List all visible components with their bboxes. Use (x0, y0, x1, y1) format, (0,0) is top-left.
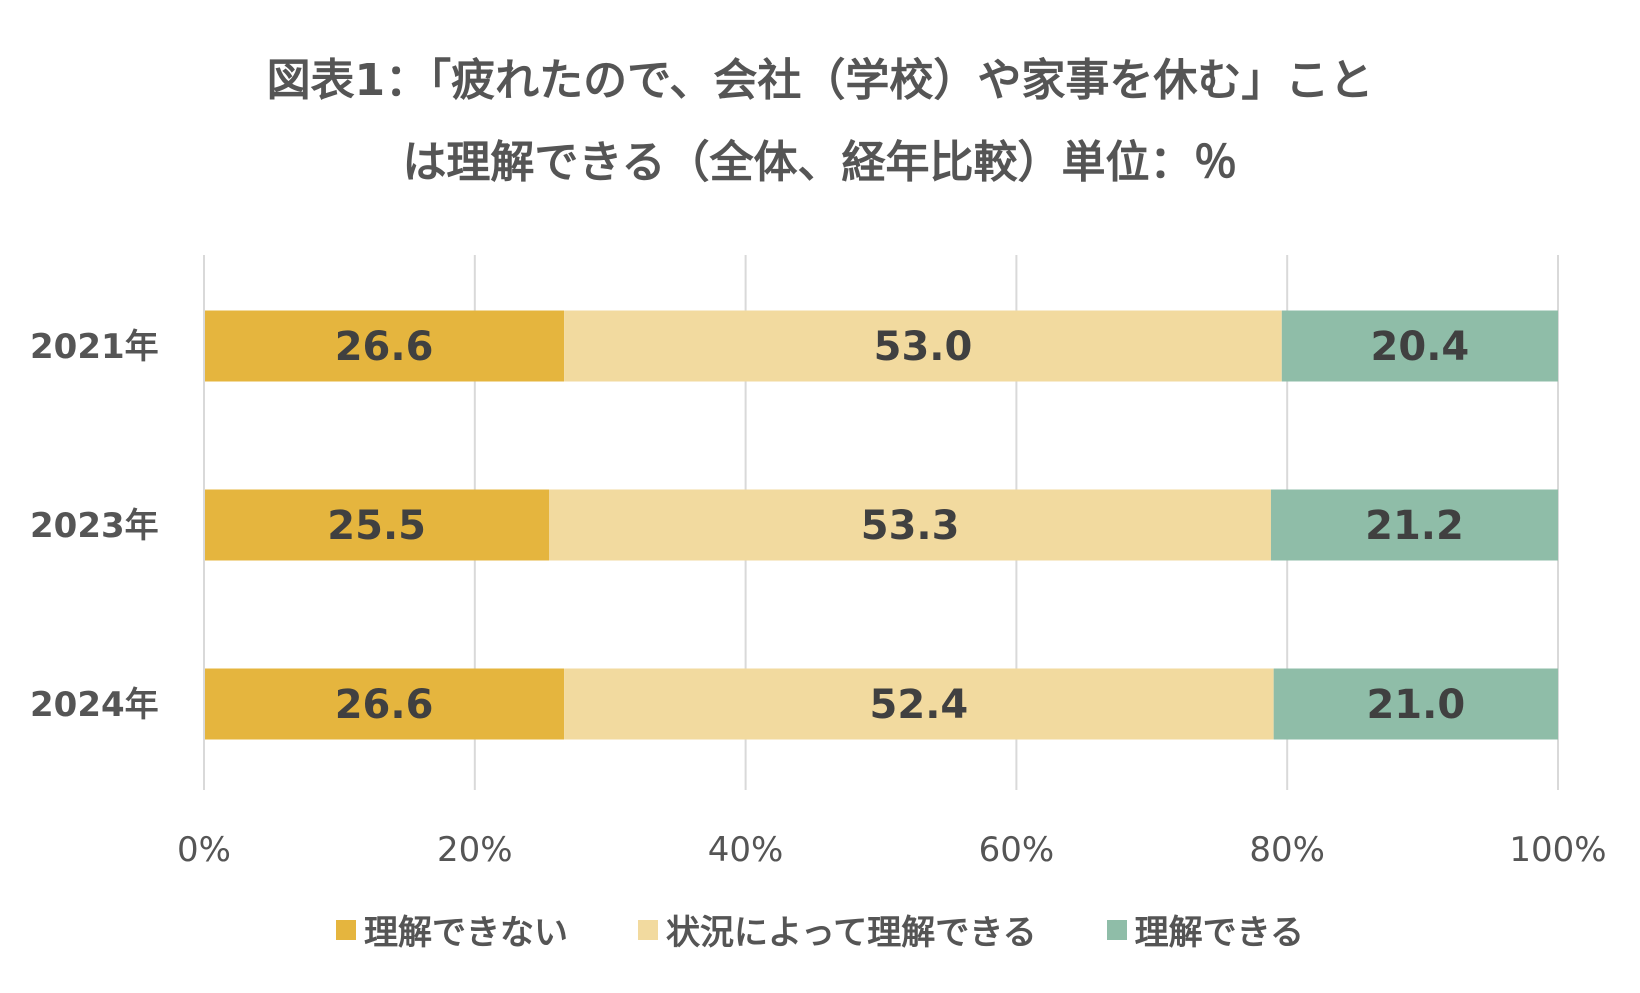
x-tick-label: 40% (708, 830, 784, 870)
data-label: 52.4 (870, 682, 969, 728)
data-label: 21.0 (1366, 682, 1465, 728)
bar-segment (1281, 310, 1558, 382)
legend-item: 理解できない (336, 905, 568, 954)
bar-segment (204, 310, 565, 382)
x-tick-label: 60% (979, 830, 1055, 870)
legend-label: 状況によって理解できる (666, 913, 1037, 953)
x-tick-label: 0% (177, 830, 231, 870)
bar-segment (204, 668, 565, 740)
x-tick-label: 100% (1509, 830, 1606, 870)
legend-item: 理解できる (1106, 905, 1304, 954)
data-label: 20.4 (1371, 324, 1470, 370)
legend-swatch (336, 919, 357, 940)
x-tick-label: 80% (1249, 830, 1325, 870)
bar-segment (204, 489, 550, 561)
x-tick-label: 20% (437, 830, 513, 870)
legend: 理解できない 状況によって理解できる 理解できる (0, 905, 1640, 954)
data-label: 26.6 (335, 682, 434, 728)
y-category-label: 2023年 (30, 506, 159, 546)
y-category-label: 2021年 (30, 327, 159, 367)
legend-label: 理解できる (1134, 913, 1304, 953)
data-label: 26.6 (335, 324, 434, 370)
bar-segment (549, 489, 1271, 561)
legend-swatch (638, 919, 659, 940)
bar-segment (564, 310, 1282, 382)
data-label: 21.2 (1365, 503, 1464, 549)
data-label: 25.5 (327, 503, 426, 549)
legend-swatch (1106, 919, 1127, 940)
chart-title-line-2: は理解できる（全体、経年比較）単位：％ (402, 137, 1238, 188)
chart-title-line-1: 図表1：「疲れたので、会社（学校）や家事を休む」こと (266, 55, 1374, 106)
data-label: 53.3 (861, 503, 960, 549)
legend-label: 理解できない (364, 913, 569, 953)
data-label: 53.0 (874, 324, 973, 370)
bar-segment (564, 668, 1274, 740)
y-category-label: 2024年 (30, 685, 159, 725)
bar-segment (1273, 668, 1558, 740)
legend-item: 状況によって理解できる (638, 905, 1037, 954)
chart-title: 図表1：「疲れたので、会社（学校）や家事を休む」こと は理解できる（全体、経年比… (0, 40, 1640, 204)
bar-segment (1270, 489, 1558, 561)
